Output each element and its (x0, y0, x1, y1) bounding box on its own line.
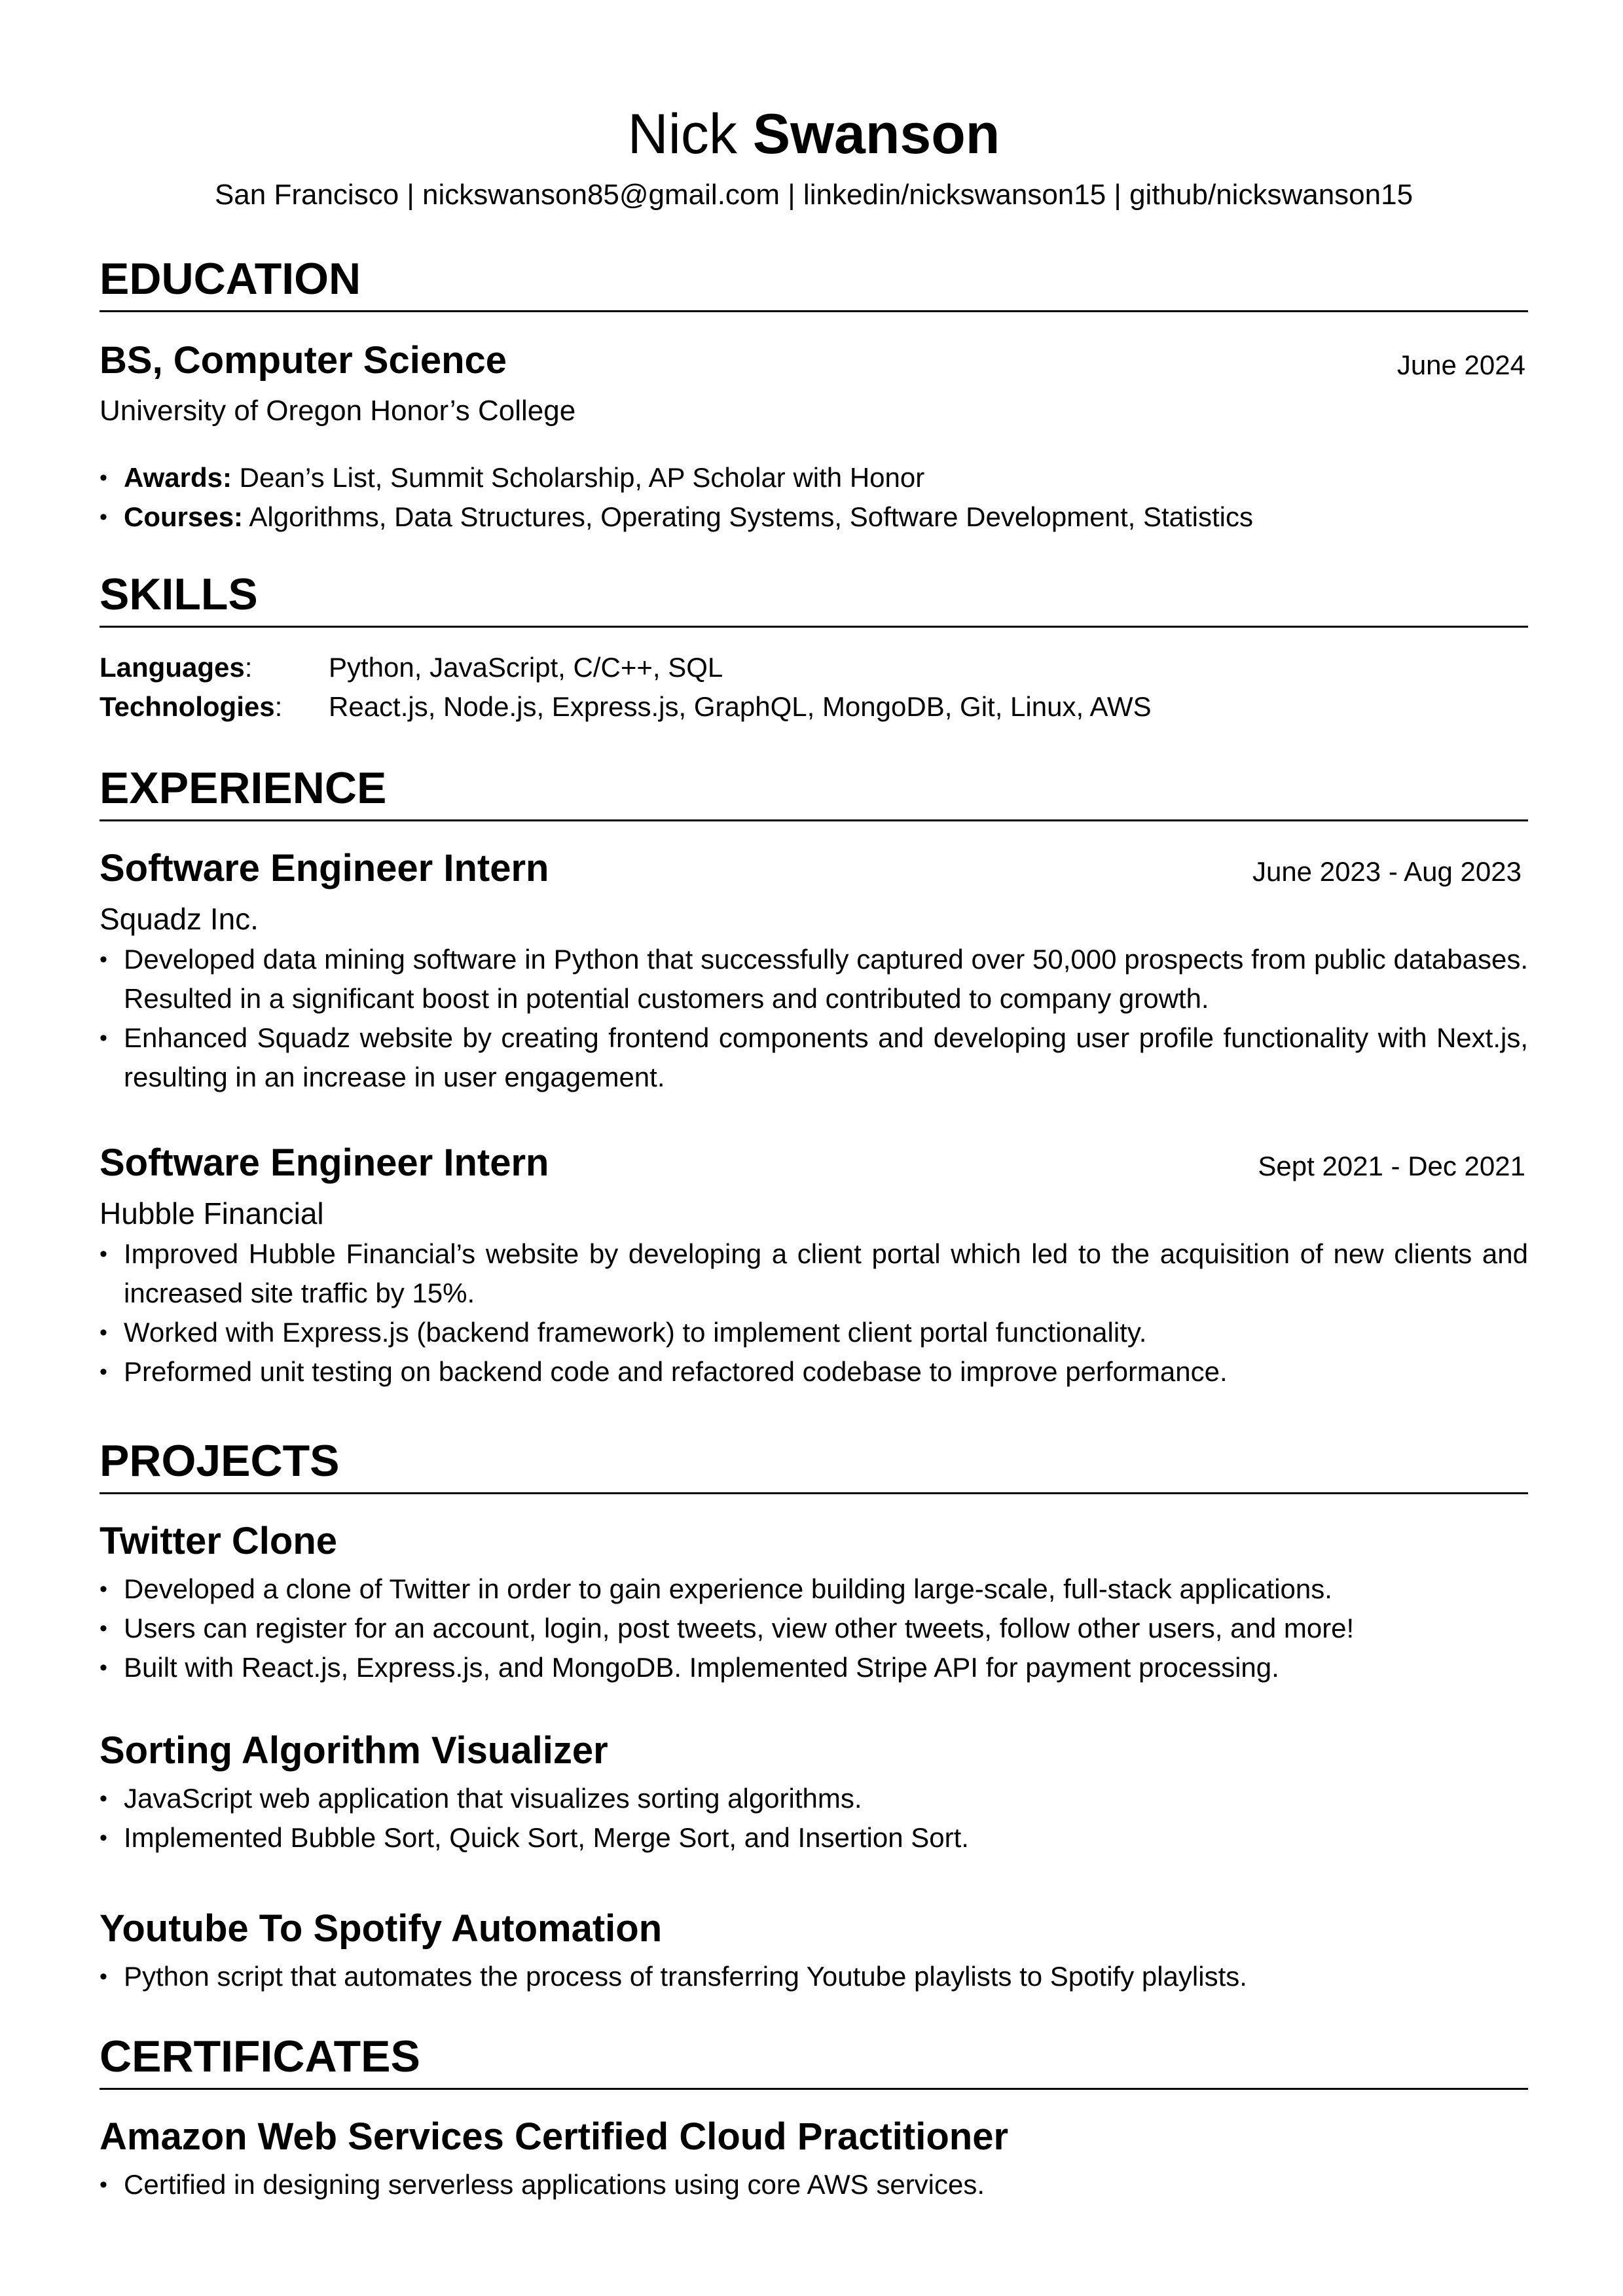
bullet-icon: • (100, 1242, 107, 1266)
list-item: • Developed data mining software in Pytho… (100, 940, 1528, 1018)
section-title-projects: PROJECTS (100, 1433, 1528, 1494)
bullet-text: Improved Hubble Financial’s website by d… (124, 1238, 1528, 1308)
skills-value: Python, JavaScript, C/C++, SQL (329, 652, 723, 683)
contact-line: San Francisco | nickswanson85@gmail.com … (214, 179, 1413, 211)
bullet-text: Built with React.js, Express.js, and Mon… (124, 1652, 1279, 1683)
bullet-text: Dean’s List, Summit Scholarship, AP Scho… (231, 462, 925, 493)
job-company: Hubble Financial (100, 1196, 324, 1230)
list-item: • Implemented Bubble Sort, Quick Sort, Me… (100, 1818, 1528, 1857)
skills-value: React.js, Node.js, Express.js, GraphQL, … (329, 691, 1152, 722)
education-degree: BS, Computer Science (100, 339, 507, 382)
list-item: • Python script that automates the proces… (100, 1957, 1528, 1996)
list-item: • Awards: Dean’s List, Summit Scholarship… (100, 458, 1528, 497)
skills-label: Technologies: (100, 691, 283, 722)
resume-name: Nick Swanson (100, 98, 1528, 170)
bullet-text: Developed data mining software in Python… (124, 944, 1528, 1014)
job-company: Squadz Inc. (100, 902, 259, 936)
education-bullets: • Awards: Dean’s List, Summit Scholarship… (100, 458, 1528, 537)
certificate-name: Amazon Web Services Certified Cloud Prac… (100, 2115, 1009, 2158)
bullet-icon: • (100, 2172, 107, 2197)
last-name: Swanson (752, 103, 1000, 166)
bullet-icon: • (100, 505, 107, 529)
bullet-icon: • (100, 1026, 107, 1050)
job-date: Sept 2021 - Dec 2021 (1258, 1151, 1525, 1181)
skills-label-text: Technologies (100, 691, 275, 722)
list-item: • Enhanced Squadz website by creating fro… (100, 1018, 1528, 1097)
skills-row-technologies: Technologies: React.js, Node.js, Express.… (100, 687, 1152, 726)
bullet-icon: • (100, 1786, 107, 1811)
bullet-icon: • (100, 1616, 107, 1641)
bullet-icon: • (100, 1359, 107, 1384)
list-item: • Improved Hubble Financial’s website by … (100, 1234, 1528, 1313)
project-name: Twitter Clone (100, 1520, 338, 1562)
list-item: • Built with React.js, Express.js, and Mo… (100, 1648, 1528, 1687)
bullet-label: Courses: (124, 501, 244, 532)
project-bullets: • JavaScript web application that visuali… (100, 1779, 1528, 1857)
project-bullets: • Python script that automates the proces… (100, 1957, 1528, 1996)
bullet-icon: • (100, 1825, 107, 1850)
education-school: University of Oregon Honor’s College (100, 395, 576, 427)
bullet-icon: • (100, 1655, 107, 1680)
section-title-skills: SKILLS (100, 567, 1528, 628)
job-role: Software Engineer Intern (100, 847, 549, 889)
bullet-icon: • (100, 465, 107, 490)
bullet-text: Enhanced Squadz website by creating fron… (124, 1022, 1528, 1092)
section-title-education: EDUCATION (100, 251, 1528, 312)
skills-row-languages: Languages: Python, JavaScript, C/C++, SQL (100, 648, 723, 687)
project-name: Youtube To Spotify Automation (100, 1907, 663, 1950)
job-bullets: • Developed data mining software in Pytho… (100, 940, 1528, 1097)
education-date: June 2024 (1396, 350, 1525, 380)
list-item: • Users can register for an account, logi… (100, 1609, 1528, 1648)
bullet-text: Algorithms, Data Structures, Operating S… (243, 501, 1254, 532)
bullet-icon: • (100, 947, 107, 972)
job-bullets: • Improved Hubble Financial’s website by … (100, 1234, 1528, 1391)
section-title-experience: EXPERIENCE (100, 761, 1528, 821)
list-item: • Certified in designing serverless appli… (100, 2165, 1528, 2204)
bullet-text: Python script that automates the process… (124, 1961, 1247, 1992)
list-item: • Courses: Algorithms, Data Structures, O… (100, 497, 1528, 537)
bullet-text: JavaScript web application that visualiz… (124, 1783, 862, 1814)
job-date: June 2023 - Aug 2023 (1252, 856, 1522, 887)
certificate-bullets: • Certified in designing serverless appli… (100, 2165, 1528, 2204)
section-title-certificates: CERTIFICATES (100, 2029, 1528, 2090)
list-item: • Worked with Express.js (backend framewo… (100, 1313, 1528, 1352)
list-item: • Developed a clone of Twitter in order t… (100, 1570, 1528, 1609)
bullet-text: Worked with Express.js (backend framewor… (124, 1317, 1147, 1348)
bullet-icon: • (100, 1964, 107, 1989)
first-name: Nick (627, 103, 737, 166)
job-role: Software Engineer Intern (100, 1141, 549, 1184)
bullet-text: Users can register for an account, login… (124, 1613, 1355, 1643)
project-name: Sorting Algorithm Visualizer (100, 1729, 608, 1772)
skills-label: Languages: (100, 652, 253, 683)
bullet-icon: • (100, 1320, 107, 1345)
bullet-label: Awards: (124, 462, 232, 493)
project-bullets: • Developed a clone of Twitter in order t… (100, 1570, 1528, 1687)
bullet-text: Developed a clone of Twitter in order to… (124, 1573, 1332, 1604)
bullet-text: Preformed unit testing on backend code a… (124, 1356, 1228, 1387)
skills-label-text: Languages (100, 652, 245, 683)
bullet-text: Implemented Bubble Sort, Quick Sort, Mer… (124, 1822, 969, 1853)
list-item: • JavaScript web application that visuali… (100, 1779, 1528, 1818)
bullet-icon: • (100, 1577, 107, 1602)
bullet-text: Certified in designing serverless applic… (124, 2169, 985, 2200)
list-item: • Preformed unit testing on backend code … (100, 1352, 1528, 1391)
